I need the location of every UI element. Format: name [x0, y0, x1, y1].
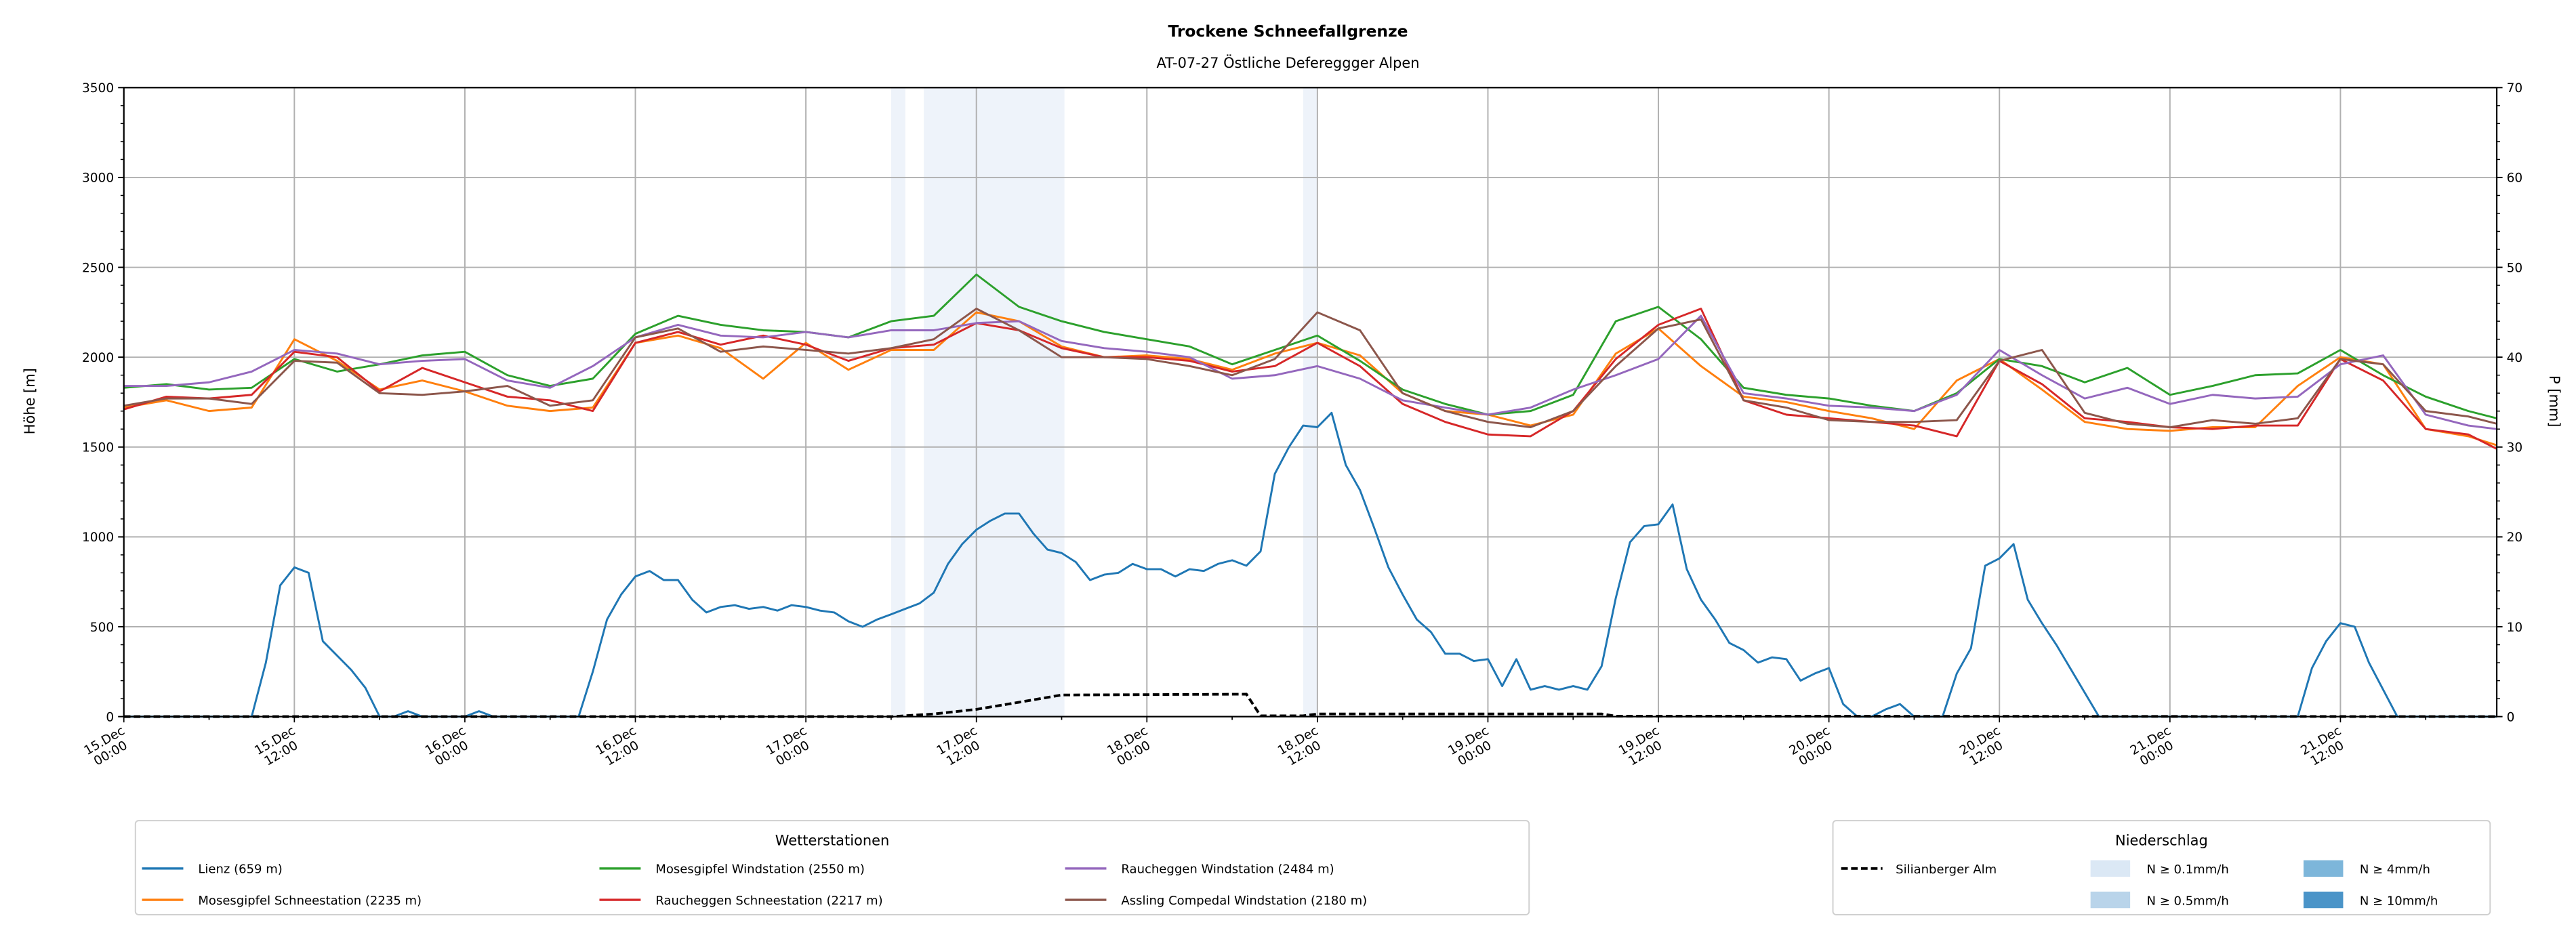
- y2-tick-label: 70: [2507, 81, 2523, 96]
- precip-bands: [891, 87, 1317, 717]
- y-tick-label: 0: [106, 710, 114, 724]
- y2-tick-label: 20: [2507, 531, 2523, 545]
- precip-band: [891, 87, 905, 717]
- chart-subtitle: AT-07-27 Östliche Defereggger Alpen: [1156, 54, 1419, 71]
- x-tick-label: 18.Dec00:00: [1105, 724, 1157, 770]
- legend-precip-class-label: N ≥ 0.5mm/h: [2147, 894, 2229, 908]
- x-tick-label: 17.Dec12:00: [935, 724, 987, 770]
- y2-tick-label: 40: [2507, 351, 2523, 365]
- y2-tick-label: 30: [2507, 441, 2523, 455]
- x-tick-label: 20.Dec12:00: [1957, 724, 2009, 770]
- x-tick-label: 15.Dec12:00: [252, 724, 304, 770]
- x-tick-label: 20.Dec00:00: [1787, 724, 1839, 770]
- y2-axis-label: P [mm]: [2546, 375, 2562, 427]
- x-tick-label: 18.Dec12:00: [1275, 724, 1328, 770]
- y-tick-label: 1500: [82, 441, 114, 455]
- y-tick-label: 500: [90, 621, 114, 635]
- x-tick-label: 21.Dec00:00: [2128, 724, 2180, 770]
- y-tick-label: 2500: [82, 261, 114, 275]
- legend-precip-patch: [2090, 860, 2131, 877]
- x-tick-label: 19.Dec00:00: [1446, 724, 1498, 770]
- legend-stations: Wetterstationen Lienz (659 m) Mosesgipfel…: [134, 820, 1530, 915]
- y-tick-label: 1000: [82, 531, 114, 545]
- legend-precip-patch: [2303, 860, 2344, 877]
- y-tick-label: 2000: [82, 351, 114, 365]
- legend-precip-patch: [2090, 891, 2131, 909]
- legend-precip-patch: [2303, 891, 2344, 909]
- legend-label: Mosesgipfel Windstation (2550 m): [655, 863, 865, 877]
- precip-band: [1303, 87, 1317, 717]
- legend-label: Lienz (659 m): [198, 863, 282, 877]
- legend-label: Mosesgipfel Schneestation (2235 m): [198, 894, 422, 908]
- y-axis-label: Höhe [m]: [22, 368, 38, 434]
- legend-precip-class-label: N ≥ 0.1mm/h: [2147, 863, 2229, 877]
- y-tick-label: 3500: [82, 81, 114, 96]
- series-line-2: [123, 273, 2497, 419]
- plot-frame: [123, 87, 2498, 718]
- y2-tick-label: 10: [2507, 621, 2523, 635]
- legend-precip-class-label: N ≥ 4mm/h: [2360, 863, 2430, 877]
- y2-tick-label: 0: [2507, 710, 2515, 724]
- legend-precip-title: Niederschlag: [2115, 833, 2208, 849]
- x-tick-label: 16.Dec00:00: [423, 724, 475, 770]
- legend-precip-label: Silianberger Alm: [1896, 863, 1997, 877]
- legend-label: Raucheggen Windstation (2484 m): [1121, 863, 1334, 877]
- y2-tick-label: 60: [2507, 171, 2523, 186]
- legend-stations-title: Wetterstationen: [775, 833, 889, 849]
- x-tick-label: 19.Dec12:00: [1616, 724, 1669, 770]
- legend-label: Assling Compedal Windstation (2180 m): [1121, 894, 1367, 908]
- y2-tick-label: 50: [2507, 261, 2523, 275]
- legend-precip-class-label: N ≥ 10mm/h: [2360, 894, 2438, 908]
- legend-label: Raucheggen Schneestation (2217 m): [655, 894, 882, 908]
- x-tick-label: 21.Dec12:00: [2298, 724, 2350, 770]
- x-tick-label: 16.Dec12:00: [593, 724, 645, 770]
- y-tick-label: 3000: [82, 171, 114, 186]
- x-tick-label: 15.Dec00:00: [82, 724, 134, 770]
- chart-title: Trockene Schneefallgrenze: [1168, 22, 1408, 41]
- precip-line: [123, 692, 2497, 718]
- series-line-5: [123, 308, 2497, 428]
- x-tick-label: 17.Dec00:00: [764, 724, 816, 770]
- precip-band: [924, 87, 1065, 717]
- legend-precip: Niederschlag Silianberger Alm N ≥ 0.1mm/…: [1832, 820, 2491, 915]
- series-line-4: [123, 314, 2497, 430]
